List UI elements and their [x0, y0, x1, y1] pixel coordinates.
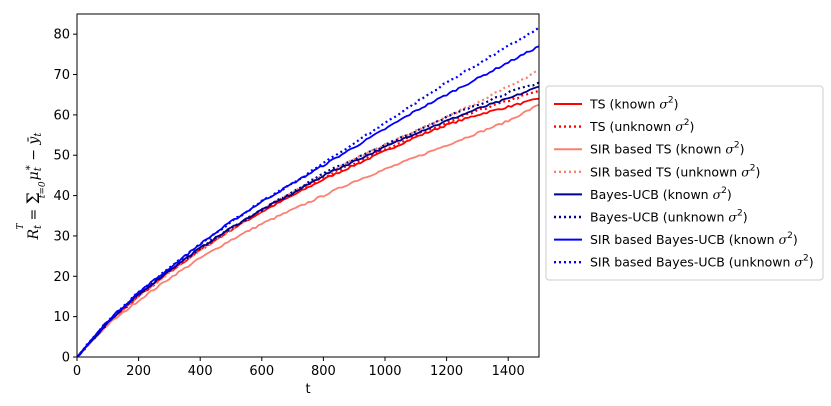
- series-line-5: [77, 85, 539, 357]
- x-tick-label: 1400: [492, 364, 525, 379]
- y-axis-label: Rt = Σt=0μt* − ȳtT: [16, 132, 48, 241]
- y-tick-label: 20: [53, 270, 70, 285]
- series-line-6: [77, 81, 539, 357]
- x-tick-label: 0: [73, 364, 81, 379]
- y-axis: 0 10 20 30 40 50 60 70 80: [53, 28, 77, 366]
- series-line-3: [77, 103, 539, 357]
- y-tick-label: 0: [62, 351, 70, 366]
- x-tick-label: 1000: [368, 364, 401, 379]
- y-tick-label: 60: [53, 108, 70, 123]
- y-tick-label: 30: [53, 229, 70, 244]
- series-line-8: [77, 27, 539, 357]
- x-axis-label: t: [305, 382, 310, 397]
- legend: TS (known σ2) TS (unknown σ2) SIR based TS…: [545, 85, 824, 281]
- legend-entry-3: SIR based TS (known σ2): [590, 141, 745, 157]
- series-layer: [77, 27, 539, 357]
- x-tick-label: 400: [188, 364, 213, 379]
- x-tick-label: 600: [249, 364, 274, 379]
- y-tick-label: 10: [53, 310, 70, 325]
- y-tick-label: 80: [53, 28, 70, 43]
- x-axis: 0 200 400 600 800 1000 1200 1400: [73, 357, 525, 379]
- x-tick-label: 800: [311, 364, 336, 379]
- series-line-2: [77, 89, 539, 357]
- y-tick-label: 50: [53, 149, 70, 164]
- y-tick-label: 70: [53, 68, 70, 83]
- legend-entry-8: SIR based Bayes-UCB (unknown σ2): [590, 254, 814, 270]
- y-axis-label-upper-limit: T: [16, 223, 26, 230]
- legend-entry-7: SIR based Bayes-UCB (known σ2): [590, 231, 798, 247]
- legend-entry-6: Bayes-UCB (unknown σ2): [590, 209, 748, 225]
- y-tick-label: 40: [53, 189, 70, 204]
- x-tick-label: 1200: [430, 364, 463, 379]
- legend-entry-4: SIR based TS (unknown σ2): [590, 163, 760, 179]
- legend-entry-2: TS (unknown σ2): [589, 118, 694, 134]
- legend-entry-1: TS (known σ2): [589, 96, 679, 112]
- plot-area-frame: [76, 13, 540, 358]
- legend-entry-5: Bayes-UCB (known σ2): [590, 186, 732, 202]
- y-axis-label-text: Rt = Σt=0μt* − ȳt: [24, 132, 48, 241]
- legend-box: [545, 85, 824, 281]
- x-tick-label: 200: [126, 364, 151, 379]
- series-line-4: [77, 69, 539, 357]
